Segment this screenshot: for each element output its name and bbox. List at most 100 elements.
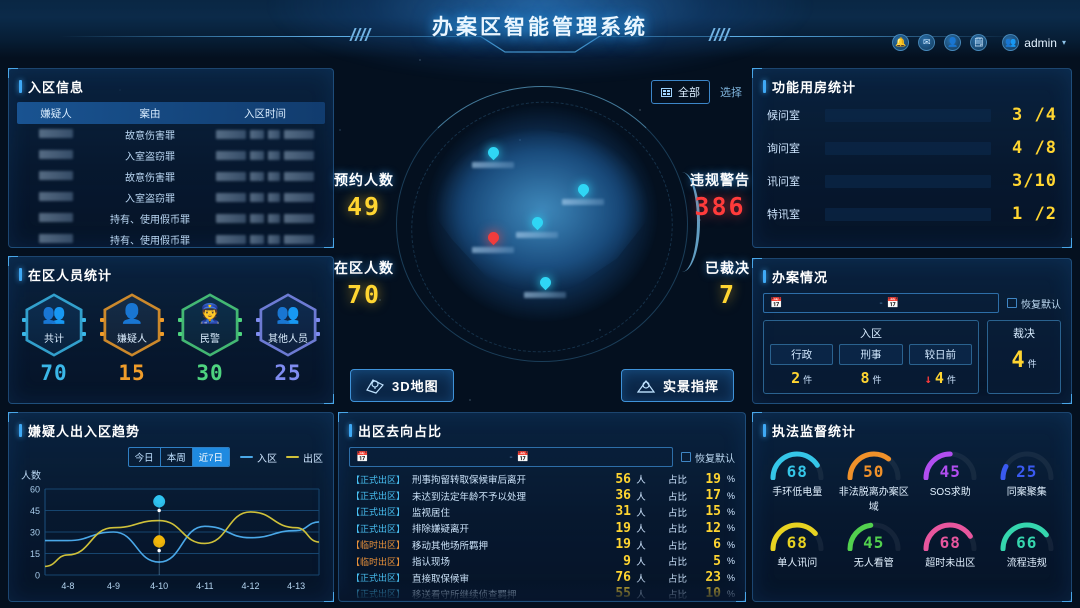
exit-reason-row[interactable]: 【正式出区】 排除嫌疑离开 19 人 占比 12% [349,520,735,536]
table-row[interactable]: 持有、使用假币罪 [17,229,325,250]
exit-date-range-input[interactable]: 📅 - 📅 [349,447,673,467]
report-icon[interactable]: 🗒 [970,34,988,51]
exit-reason-name: 指认现场 [412,557,451,569]
case-date-end[interactable]: 📅 [887,298,992,309]
trend-tab-今日[interactable]: 今日 [129,448,161,466]
table-row[interactable]: 持有、使用假币罪 [17,208,325,229]
exit-reset-default-checkbox[interactable]: 恢复默认 [681,450,735,465]
exit-reason-panel: 出区去向占比 📅 - 📅 恢复默认 【正式出区】 刑事拘留转取保候审后离开 56 人占… [338,412,746,602]
legend-swatch [286,456,299,458]
personnel-stat-item[interactable]: 👥 其他人员 25 [253,292,323,385]
personnel-stat-item[interactable]: 👥 共计 70 [19,292,89,385]
supervision-item[interactable]: 68 超时未出区 [912,517,989,569]
legend-item-出区[interactable]: 出区 [286,450,323,465]
supervision-item[interactable]: 45 SOS求助 [912,446,989,513]
legend-item-入区[interactable]: 入区 [240,450,277,465]
message-icon[interactable]: ✉ [918,34,936,51]
exit-date-start[interactable]: 📅 [356,452,505,463]
legend-label: 入区 [257,453,277,465]
room-value: 1 /2 [1012,204,1057,224]
map-marker[interactable] [472,144,514,168]
cell-time [205,235,325,244]
exit-date-end[interactable]: 📅 [517,452,666,463]
trend-range-tabs[interactable]: 今日 本周 近7日 [127,447,230,467]
case-entry-item: 较日前 ↓ 4 件 [908,344,972,387]
gauge-label: 单人讯问 [777,558,818,569]
gauge: 68 [768,517,826,552]
down-arrow-icon: ↓ [924,372,932,386]
exit-ratio-label: 占比 [667,491,687,503]
exit-reason-row[interactable]: 【正式出区】 直接取保候审 76 人 占比 23% [349,569,735,585]
room-value: 3 /4 [1012,105,1057,125]
hex-badge: 👥 其他人员 [256,292,320,358]
user-icon[interactable]: 👤 [944,34,962,51]
supervision-item[interactable]: 45 无人看管 [836,517,913,569]
exit-reason-row[interactable]: 【正式出区】 监视居住 31 人 占比 15% [349,504,735,520]
supervision-item[interactable]: 50 非法脱离办案区域 [836,446,913,513]
gauge-label: 无人看管 [853,558,894,569]
map-marker[interactable] [562,181,604,205]
exit-reason-row[interactable]: 【临时出区】 移动其他场所羁押 19 人 占比 6% [349,537,735,553]
exit-reason-list[interactable]: 【正式出区】 刑事拘留转取保候审后离开 56 人占比 19% 【正式出区】 未达到法定年龄不… [349,471,735,602]
region-select-button[interactable]: 全部 [651,80,710,104]
map-3d-button[interactable]: 3D地图 [350,369,454,402]
personnel-value: 70 [40,361,68,385]
case-date-range-input[interactable]: 📅 - 📅 [763,293,999,313]
exit-reason-unit: 人 [636,573,646,585]
exit-reason-name: 移动其他场所羁押 [412,540,489,552]
trend-tab-本周[interactable]: 本周 [161,448,193,466]
table-row[interactable]: 入室盗窃罪 [17,187,325,208]
stat-reservation-count: 预约人数 49 [334,170,394,221]
calendar-icon: 📅 [770,297,783,309]
gauge-label: SOS求助 [929,487,971,498]
exit-type-tag: 【正式出区】 [351,474,406,485]
personnel-value: 30 [196,361,224,385]
table-row[interactable]: 故意伤害罪 [17,166,325,187]
exit-type-tag: 【临时出区】 [351,556,406,567]
table-header-row: 嫌疑人 案由 入区时间 [17,102,325,124]
case-date-start[interactable]: 📅 [770,298,875,309]
region-select-link[interactable]: 选择 [720,87,742,99]
personnel-stat-item[interactable]: 👮 民警 30 [175,292,245,385]
trend-tab-近7日[interactable]: 近7日 [192,448,229,466]
map-marker-alert[interactable] [472,229,514,253]
room-progress-track [825,141,991,155]
table-row[interactable]: 入室盗窃罪 [17,145,325,166]
exit-reason-row[interactable]: 【正式出区】 移送看守所继续侦查羁押 55 人 占比 10% [349,586,735,602]
percent-symbol: % [726,474,735,485]
checkbox-icon [681,452,691,462]
case-status-title-text: 办案情况 [772,270,829,285]
table-row[interactable]: 故意伤害罪 [17,124,325,145]
supervision-item[interactable]: 68 手环低电量 [759,446,836,513]
exit-ratio-label: 占比 [667,589,687,601]
user-menu[interactable]: 👥 admin ▾ [1002,34,1066,51]
exit-reason-count: 36 [615,488,631,504]
live-command-button[interactable]: 实景指挥 [620,369,734,402]
exit-ratio-label: 占比 [667,573,687,585]
supervision-item[interactable]: 68 单人讯问 [759,517,836,569]
stat-value: 386 [694,192,746,221]
map-marker[interactable] [524,274,566,298]
exit-reason-row[interactable]: 【临时出区】 指认现场 9 人 占比 5% [349,553,735,569]
case-reset-default-checkbox[interactable]: 恢复默认 [1007,296,1061,311]
hex-badge: 👤 嫌疑人 [100,292,164,358]
stat-label: 在区人数 [334,260,394,276]
personnel-stat-item[interactable]: 👤 嫌疑人 15 [97,292,167,385]
exit-reason-count: 19 [615,537,631,553]
exit-reason-row[interactable]: 【正式出区】 刑事拘留转取保候审后离开 56 人 占比 19% [349,471,735,487]
title-accent-bar [19,268,22,281]
map-marker[interactable] [516,214,558,238]
exit-reason-row[interactable]: 【正式出区】 未达到法定年龄不予以处理 36 人 占比 17% [349,487,735,503]
gauge-label: 非法脱离办案区域 [838,487,909,513]
cell-cause: 故意伤害罪 [125,173,175,184]
x-tick-label: 4-11 [196,581,213,591]
supervision-item[interactable]: 25 同案聚集 [989,446,1066,513]
y-tick-label: 30 [30,528,40,538]
map-pin-icon [537,274,554,291]
supervision-item[interactable]: 66 流程违规 [989,517,1066,569]
room-progress-track [825,207,991,221]
case-status-panel: 办案情况 📅 - 📅 恢复默认 入区 行政 2 件刑事 8 件较日前 ↓ 4 件 [752,258,1072,404]
bell-icon[interactable]: 🔔 [892,34,910,51]
y-tick-label: 15 [30,549,40,559]
calendar-icon: 📅 [886,297,900,309]
